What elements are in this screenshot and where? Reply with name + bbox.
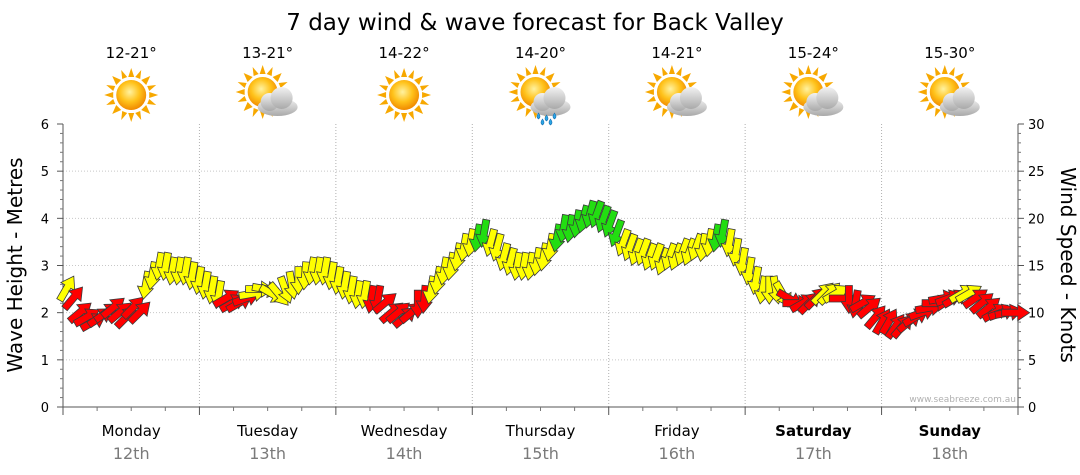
y-left-tick-label: 6 [41, 118, 49, 133]
y-axis-left-label: Wave Height - Metres [3, 157, 27, 372]
day-column-thursday: 14-20° Thursday 15th [505, 44, 576, 463]
rain-drop [536, 112, 541, 120]
x-date-label: 17th [795, 444, 832, 463]
y-right-tick-label: 15 [1028, 260, 1045, 275]
y-right-tick-label: 10 [1028, 307, 1045, 322]
x-day-label: Thursday [505, 422, 576, 440]
x-date-label: 12th [113, 444, 150, 463]
y-left-tick-label: 4 [41, 212, 49, 227]
y-right-tick-label: 20 [1028, 212, 1045, 227]
day-column-wednesday: 14-22° Wednesday 14th [361, 44, 448, 463]
rain-drop [540, 118, 545, 126]
chart-title: 7 day wind & wave forecast for Back Vall… [286, 10, 783, 36]
y-left-tick-label: 3 [41, 260, 49, 275]
x-day-label: Tuesday [236, 422, 298, 440]
day-temp-range: 13-21° [242, 44, 293, 62]
rain-drop [548, 118, 553, 126]
wind-arrow [1001, 303, 1031, 322]
day-temp-range: 15-24° [788, 44, 839, 62]
x-day-label: Sunday [919, 422, 982, 440]
sun-cloud-icon [917, 65, 980, 119]
day-headers: 12-21° Monday 12th 13-21° Tuesday 13th 14-22° W… [102, 44, 982, 463]
x-date-label: 16th [659, 444, 696, 463]
sun-icon [377, 68, 432, 122]
y-left-tick-label: 2 [41, 307, 49, 322]
day-column-saturday: 15-24° Saturday 17th [775, 44, 852, 463]
x-date-label: 13th [249, 444, 286, 463]
x-day-label: Monday [102, 422, 161, 440]
day-temp-range: 12-21° [106, 44, 157, 62]
wind-arrows [56, 199, 1031, 341]
axes: 0 1 2 3 4 5 6 0 5 10 15 20 25 30 [41, 118, 1045, 416]
day-column-monday: 12-21° Monday 12th [102, 44, 161, 463]
y-right-tick-label: 5 [1028, 354, 1036, 369]
rain-drop [552, 112, 557, 120]
x-date-label: 18th [931, 444, 968, 463]
y-right-tick-label: 30 [1028, 118, 1045, 133]
y-right-tick-label: 0 [1028, 401, 1036, 416]
y-left-tick-label: 5 [41, 165, 49, 180]
y-left-tick-label: 0 [41, 401, 49, 416]
sun-cloud-icon [644, 65, 707, 119]
y-left-tick-label: 1 [41, 354, 49, 369]
day-column-tuesday: 13-21° Tuesday 13th [235, 44, 298, 463]
day-column-sunday: 15-30° Sunday 18th [917, 44, 982, 463]
y-right-tick-label: 25 [1028, 165, 1045, 180]
day-temp-range: 15-30° [924, 44, 975, 62]
wind-arrow [61, 286, 84, 312]
x-date-label: 14th [386, 444, 423, 463]
day-temp-range: 14-22° [379, 44, 430, 62]
y-axis-right-label: Wind Speed - Knots [1056, 167, 1080, 363]
sun-rain-icon [508, 65, 571, 126]
wind-arrow [127, 301, 151, 325]
day-temp-range: 14-21° [651, 44, 702, 62]
rain-drop [544, 114, 549, 122]
sun-icon [104, 68, 159, 122]
sun-cloud-icon [235, 65, 298, 119]
sun-cloud-icon [781, 65, 844, 119]
watermark: www.seabreeze.com.au [909, 395, 1016, 405]
day-temp-range: 14-20° [515, 44, 566, 62]
x-date-label: 15th [522, 444, 559, 463]
x-day-label: Friday [654, 422, 700, 440]
x-day-label: Wednesday [361, 422, 448, 440]
day-column-friday: 14-21° Friday 16th [644, 44, 707, 463]
x-day-label: Saturday [775, 422, 852, 440]
